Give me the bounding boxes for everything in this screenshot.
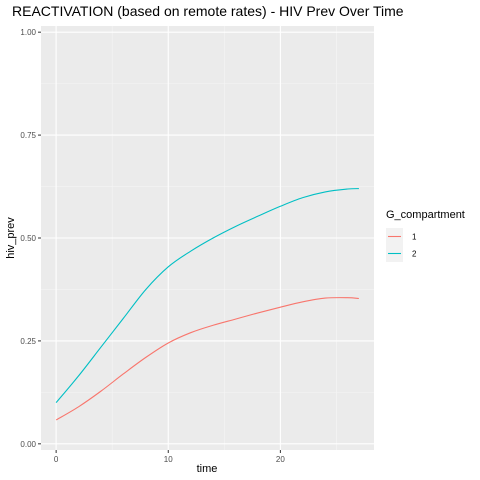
- x-tick-label: 20: [276, 455, 285, 464]
- y-tick-label: 1.00: [20, 28, 36, 37]
- series-line-1: [55, 297, 359, 421]
- x-tick-label: 10: [164, 455, 173, 464]
- y-tick-label: 0.00: [20, 440, 36, 449]
- x-axis-ticks: 0 10 20: [54, 450, 285, 464]
- y-tick-label: 0.50: [20, 234, 36, 243]
- grid-major: [41, 26, 374, 450]
- x-tick-label: 0: [54, 455, 59, 464]
- legend-label-1: 1: [412, 233, 417, 242]
- series-line-2: [55, 188, 359, 404]
- y-tick-label: 0.75: [20, 131, 36, 140]
- legend-label-2: 2: [412, 250, 417, 259]
- legend-title: G_compartment: [386, 209, 465, 221]
- x-axis-title: time: [197, 463, 218, 475]
- y-axis-title: hiv_prev: [5, 217, 17, 259]
- y-axis-ticks: 0.00 0.25 0.50 0.75 1.00: [20, 28, 41, 449]
- y-tick-label: 0.25: [20, 337, 36, 346]
- legend: G_compartment 1 2: [386, 209, 465, 262]
- chart-title: REACTIVATION (based on remote rates) - H…: [12, 3, 404, 19]
- series-lines: [55, 188, 359, 421]
